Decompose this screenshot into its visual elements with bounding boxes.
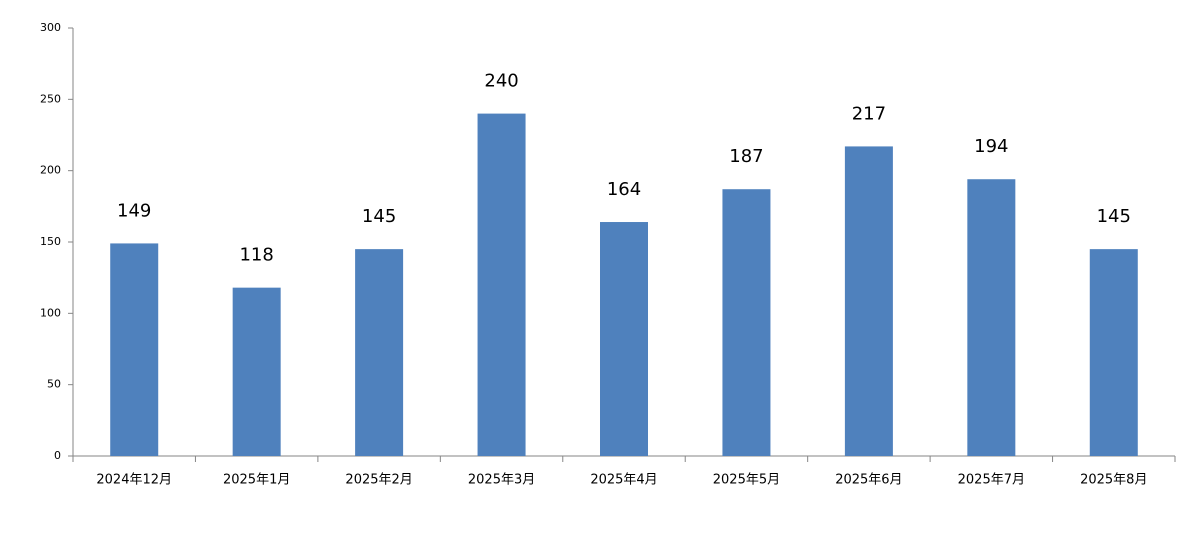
y-tick-label: 50 — [47, 378, 61, 391]
bar — [600, 222, 648, 456]
y-tick-label: 250 — [40, 92, 61, 105]
x-tick-label: 2025年1月 — [223, 473, 290, 488]
x-tick-label: 2025年6月 — [835, 473, 902, 488]
bar — [967, 179, 1016, 456]
bar — [477, 113, 526, 456]
data-label: 194 — [974, 136, 1008, 157]
y-tick-label: 100 — [40, 306, 61, 319]
y-tick-label: 200 — [40, 164, 61, 177]
bar — [722, 189, 771, 457]
data-label: 164 — [607, 179, 641, 200]
y-tick-label: 0 — [54, 449, 61, 462]
data-label: 145 — [362, 206, 396, 227]
data-label: 217 — [852, 103, 886, 124]
y-tick-label: 150 — [40, 235, 61, 248]
x-tick-label: 2025年3月 — [468, 473, 535, 488]
data-label: 145 — [1097, 206, 1131, 227]
bar — [1089, 249, 1138, 456]
bar — [355, 249, 404, 456]
data-label: 240 — [484, 71, 518, 92]
bar — [110, 243, 159, 456]
y-tick-label: 300 — [40, 21, 61, 34]
x-tick-label: 2025年7月 — [958, 473, 1025, 488]
x-tick-label: 2025年5月 — [713, 473, 780, 488]
data-label: 187 — [729, 146, 763, 167]
bar — [232, 287, 281, 456]
x-tick-label: 2025年4月 — [590, 473, 657, 488]
data-label: 118 — [239, 245, 273, 266]
x-tick-label: 2025年8月 — [1080, 473, 1147, 488]
x-tick-label: 2024年12月 — [96, 473, 172, 488]
bar — [844, 146, 893, 456]
data-label: 149 — [117, 200, 151, 221]
x-tick-label: 2025年2月 — [345, 473, 412, 488]
